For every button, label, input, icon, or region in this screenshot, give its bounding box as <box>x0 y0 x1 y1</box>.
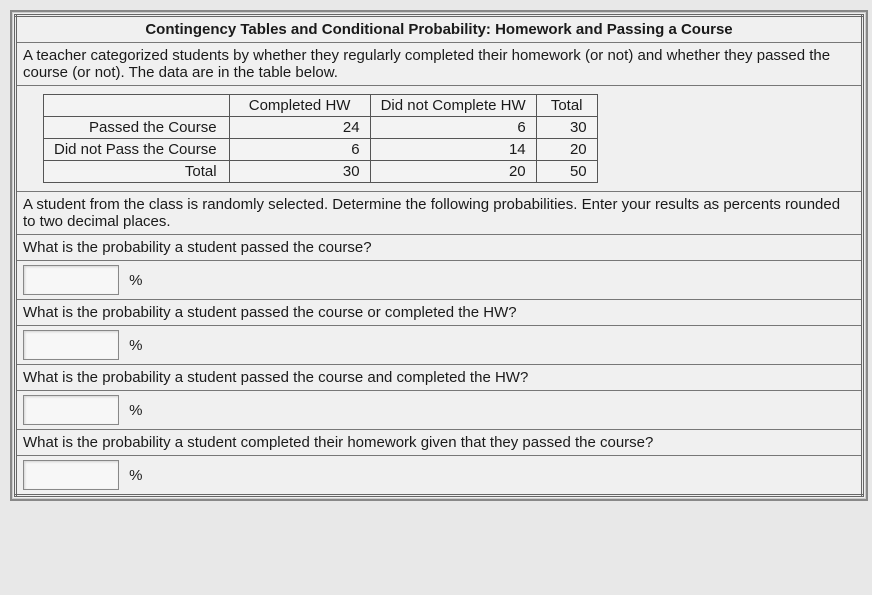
answer-row-4: % <box>16 456 863 496</box>
table-header-row: Completed HW Did not Complete HW Total <box>44 95 598 117</box>
cell: 14 <box>370 139 536 161</box>
instruction-text: A student from the class is randomly sel… <box>16 192 863 235</box>
row-label-not-passed: Did not Pass the Course <box>44 139 230 161</box>
table-row: Total 30 20 50 <box>44 161 598 183</box>
table-row: Did not Pass the Course 6 14 20 <box>44 139 598 161</box>
answer-input-3[interactable] <box>23 395 119 425</box>
cell: 50 <box>536 161 597 183</box>
intro-text: A teacher categorized students by whethe… <box>16 43 863 86</box>
percent-label: % <box>129 467 142 484</box>
cell: 30 <box>229 161 370 183</box>
data-table-cell: Completed HW Did not Complete HW Total P… <box>16 86 863 192</box>
cell: 20 <box>536 139 597 161</box>
cell: 24 <box>229 117 370 139</box>
cell: 6 <box>370 117 536 139</box>
col-completed: Completed HW <box>229 95 370 117</box>
answer-row-2: % <box>16 326 863 365</box>
table-row: Passed the Course 24 6 30 <box>44 117 598 139</box>
answer-input-2[interactable] <box>23 330 119 360</box>
row-label-total: Total <box>44 161 230 183</box>
question-2: What is the probability a student passed… <box>16 300 863 326</box>
row-label-passed: Passed the Course <box>44 117 230 139</box>
question-1: What is the probability a student passed… <box>16 235 863 261</box>
page-title: Contingency Tables and Conditional Proba… <box>16 16 863 43</box>
answer-input-4[interactable] <box>23 460 119 490</box>
worksheet-page: Contingency Tables and Conditional Proba… <box>10 10 868 501</box>
contingency-table: Completed HW Did not Complete HW Total P… <box>43 94 598 183</box>
percent-label: % <box>129 337 142 354</box>
cell: 20 <box>370 161 536 183</box>
cell: 6 <box>229 139 370 161</box>
answer-row-3: % <box>16 391 863 430</box>
outer-table: Contingency Tables and Conditional Proba… <box>14 14 864 497</box>
col-not-completed: Did not Complete HW <box>370 95 536 117</box>
answer-row-1: % <box>16 261 863 300</box>
col-blank <box>44 95 230 117</box>
question-3: What is the probability a student passed… <box>16 365 863 391</box>
col-total: Total <box>536 95 597 117</box>
percent-label: % <box>129 402 142 419</box>
percent-label: % <box>129 272 142 289</box>
question-4: What is the probability a student comple… <box>16 430 863 456</box>
cell: 30 <box>536 117 597 139</box>
answer-input-1[interactable] <box>23 265 119 295</box>
